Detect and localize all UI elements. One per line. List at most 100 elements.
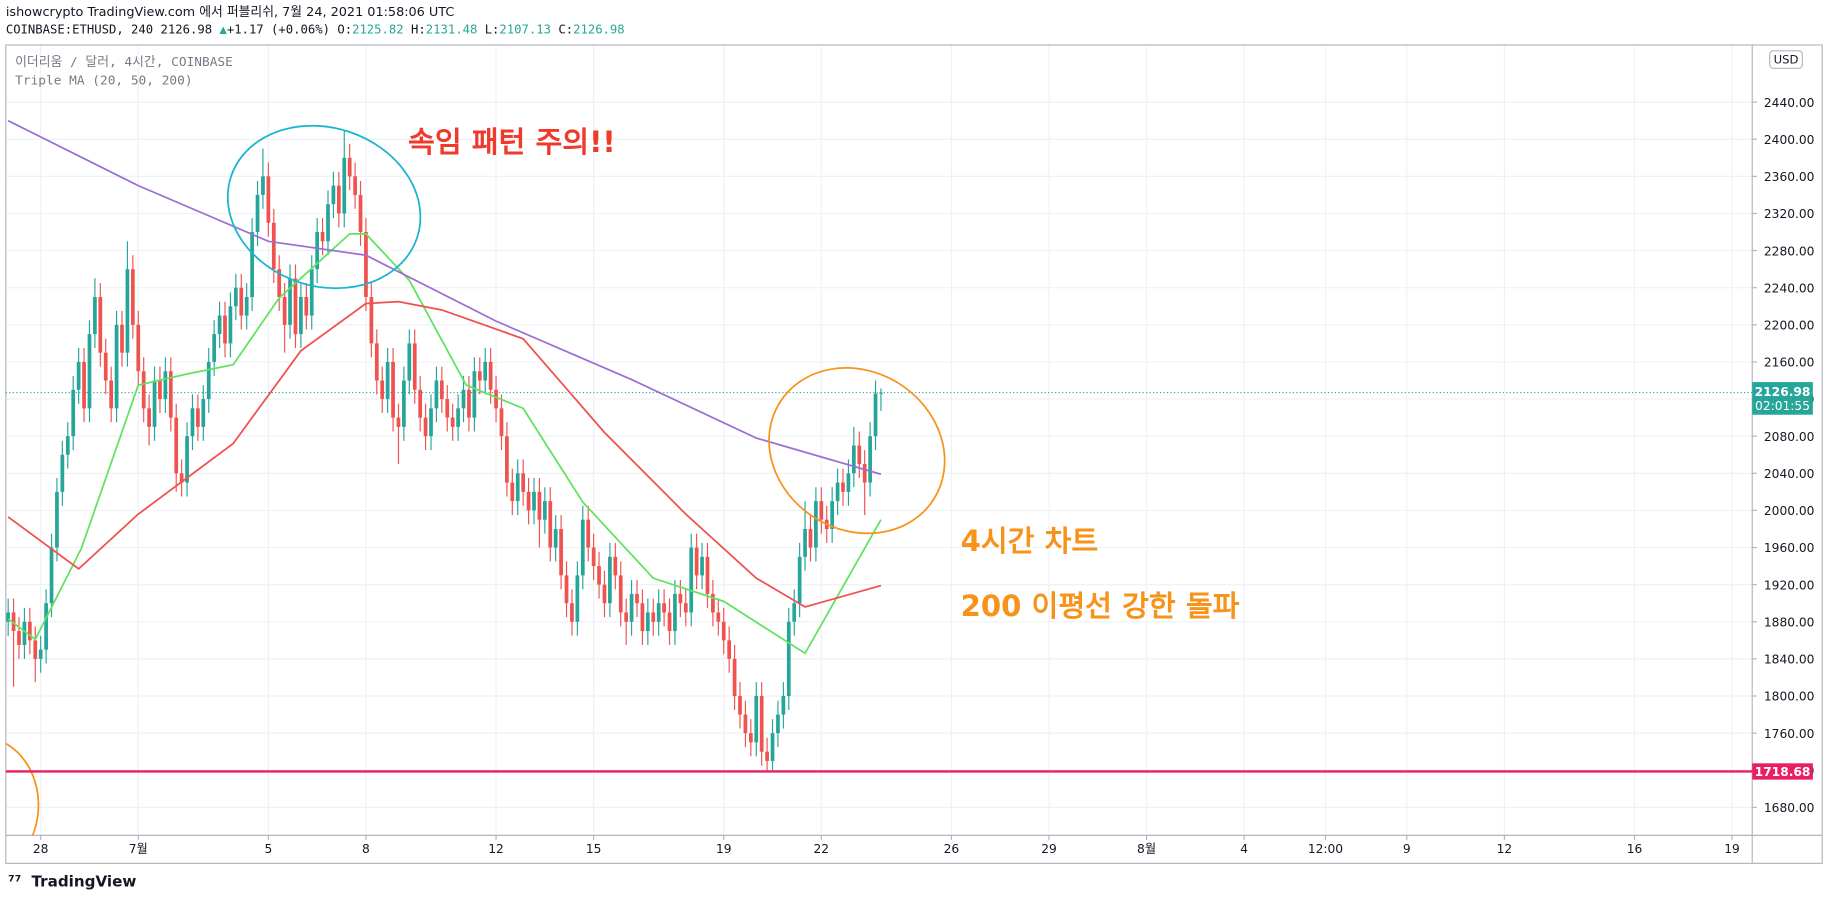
candle-body	[694, 547, 699, 576]
candle-body	[575, 575, 580, 622]
x-tick-label: 28	[33, 842, 49, 856]
candle-body	[548, 501, 553, 548]
currency-label[interactable]: USD	[1774, 53, 1799, 67]
candle-body	[689, 547, 694, 613]
candle-body	[602, 584, 607, 604]
candle-body	[87, 334, 92, 409]
candle-body	[71, 389, 76, 437]
candle-body	[353, 176, 357, 195]
candle-body	[819, 501, 824, 520]
x-tick-label: 8	[362, 842, 370, 856]
x-tick-label: 12:00	[1308, 842, 1343, 856]
candle-body	[22, 621, 27, 645]
candle-body	[434, 380, 439, 409]
candle-body	[152, 380, 157, 427]
x-tick-label: 5	[264, 842, 272, 856]
currency-box[interactable]	[1769, 50, 1803, 69]
candle-body	[651, 612, 656, 622]
candle-body	[299, 296, 303, 335]
candle-body	[76, 361, 81, 390]
candle-body	[244, 296, 249, 316]
candle-body	[526, 491, 531, 511]
candle-body	[738, 696, 742, 715]
candle-body	[662, 603, 666, 613]
candle-body	[98, 296, 103, 353]
brand[interactable]: TradingView	[31, 873, 136, 891]
candle-body	[55, 491, 59, 548]
candle-body	[250, 232, 254, 297]
candle-body	[857, 445, 862, 465]
candle-body	[700, 556, 704, 576]
header-part: 2125.82	[352, 22, 404, 36]
candle-body	[385, 361, 390, 400]
y-tick-label: 2080.00	[1764, 430, 1815, 444]
candle-body	[201, 399, 206, 427]
candle-body	[570, 603, 574, 622]
candle-body	[591, 547, 596, 567]
candle-body	[277, 269, 282, 297]
candle-body	[17, 631, 21, 645]
candle-body	[488, 361, 493, 390]
y-tick-label: 2240.00	[1764, 281, 1815, 295]
candle-body	[450, 417, 455, 427]
candle-body	[759, 696, 764, 752]
candle-body	[347, 157, 352, 177]
candle-body	[342, 157, 347, 214]
candle-body	[49, 547, 54, 604]
last-price-box	[1752, 382, 1813, 415]
candle-body	[537, 491, 542, 520]
candle-body	[185, 436, 189, 483]
candle-body	[515, 473, 520, 502]
candle-body	[542, 501, 547, 520]
y-tick-label: 1800.00	[1764, 690, 1815, 704]
candle-body	[103, 352, 108, 381]
candle-body	[141, 371, 146, 409]
moving-average	[7, 300, 882, 608]
x-tick-label: 15	[586, 842, 602, 856]
x-tick-label: 4	[1240, 842, 1248, 856]
candle-body	[608, 556, 612, 604]
candle-body	[667, 612, 672, 632]
candle-body	[304, 296, 309, 316]
header-part: ▲	[219, 22, 227, 36]
candle-body	[309, 269, 314, 316]
y-tick-label: 1840.00	[1764, 653, 1815, 667]
header-part: L:	[485, 22, 500, 36]
header-part: COINBASE:ETHUSD, 240	[6, 22, 153, 36]
y-tick-label: 2440.00	[1764, 96, 1815, 110]
candle-body	[228, 306, 233, 344]
candle-body	[770, 733, 775, 761]
candle-body	[586, 519, 591, 548]
x-tick-label: 8월	[1137, 842, 1156, 856]
candle-body	[65, 436, 70, 455]
candle-body	[271, 222, 276, 270]
candle-body	[374, 343, 379, 381]
candle-body	[532, 491, 536, 511]
candle-body	[835, 482, 840, 502]
level-price-box	[1752, 763, 1813, 780]
x-tick-label: 19	[716, 842, 732, 856]
header-part: 2131.48	[426, 22, 478, 36]
candle-body	[288, 278, 292, 325]
candle-body	[60, 454, 65, 492]
candle-body	[553, 528, 558, 548]
candle-body	[754, 696, 759, 743]
candle-body	[841, 482, 845, 492]
candle-body	[212, 334, 217, 362]
candle-body	[261, 176, 265, 195]
candle-body	[776, 714, 780, 734]
candle-body	[445, 399, 450, 418]
candle-body	[358, 194, 363, 233]
candle-body	[266, 176, 271, 223]
y-tick-label: 2400.00	[1764, 133, 1815, 147]
y-tick-label: 1680.00	[1764, 801, 1815, 815]
candle-body	[11, 612, 16, 632]
y-tick-label: 2200.00	[1764, 318, 1815, 332]
y-tick-label: 2040.00	[1764, 467, 1815, 481]
annotation: 4시간 차트	[961, 524, 1099, 558]
x-tick-label: 12	[488, 842, 504, 856]
x-tick-label: 29	[1041, 842, 1057, 856]
candle-body	[82, 361, 86, 409]
candle-body	[136, 324, 141, 372]
